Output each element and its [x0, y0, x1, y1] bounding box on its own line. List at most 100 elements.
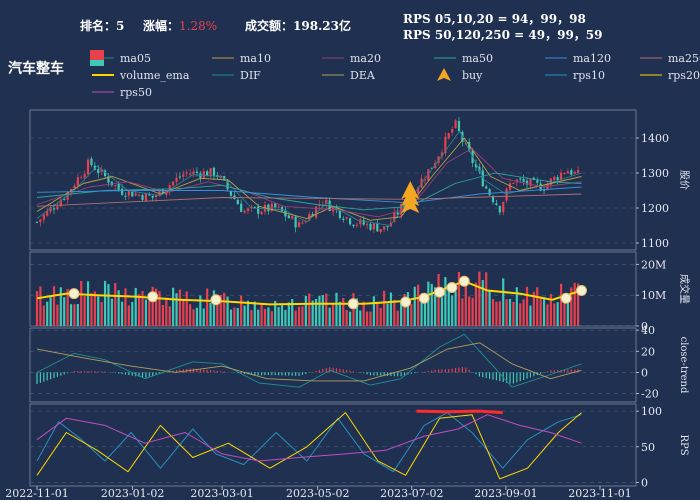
volume-bar: [338, 301, 341, 326]
candle-body: [556, 177, 559, 180]
candle-body: [172, 181, 175, 186]
volume-bar: [148, 301, 151, 326]
candle-body: [168, 185, 171, 191]
volume-bar: [318, 296, 321, 326]
volume-bar: [325, 293, 328, 326]
candle-body: [383, 226, 386, 230]
candle-body: [240, 203, 243, 212]
candle-body: [294, 216, 297, 228]
volume-bar: [525, 286, 529, 326]
ytick-label-macd: 40: [641, 324, 655, 337]
rps-long-stat: RPS 50,120,250 = 49，99，59: [403, 28, 603, 42]
volume-bar: [49, 297, 52, 326]
volume-bar: [440, 297, 444, 326]
volume-bar: [491, 299, 495, 326]
candle-body: [270, 203, 273, 211]
buy-marker: [401, 195, 420, 213]
volume-bar: [236, 308, 239, 326]
ytick-label-volume: 10M: [641, 289, 666, 302]
candle-body: [148, 194, 151, 196]
volume-bar: [536, 287, 539, 326]
volume-bar: [76, 304, 79, 326]
ytick-label-price: 1200: [641, 202, 669, 215]
volume-bar: [257, 309, 260, 326]
volume-bar: [93, 291, 96, 326]
volume-bar: [430, 283, 433, 326]
volume-bar: [277, 307, 280, 326]
volume-bar: [478, 271, 481, 326]
buy-marker: [401, 181, 420, 199]
volume-marker: [347, 298, 359, 310]
volume-bar: [383, 290, 386, 326]
candle-body: [287, 215, 290, 219]
volume-bar: [474, 282, 478, 326]
volume-bar: [359, 310, 362, 326]
candle-body: [301, 222, 304, 224]
volume-bar: [539, 296, 542, 326]
candle-body: [386, 226, 389, 228]
candle-body: [474, 163, 478, 168]
volume-bar: [42, 305, 45, 326]
legend-label-ma120: ma120: [573, 52, 611, 65]
volume-bar: [542, 296, 546, 326]
volume-bar: [352, 293, 355, 326]
volume-bar: [529, 305, 532, 326]
volume-bar: [410, 304, 413, 326]
candle-body: [362, 220, 365, 225]
volume-bar: [457, 271, 461, 326]
candle-body: [236, 199, 239, 205]
ytick-label-macd: 0: [641, 366, 648, 379]
volume-bar: [400, 301, 403, 326]
candle-body: [80, 177, 83, 179]
legend-label-ma50: ma50: [462, 52, 493, 65]
candle-body: [117, 183, 120, 190]
volume-marker: [560, 292, 572, 304]
candle-body: [46, 210, 49, 216]
candle-body: [49, 207, 52, 212]
ytick-label-price: 1400: [641, 132, 669, 145]
panel-frame-price: [29, 109, 637, 251]
candle-body: [478, 166, 481, 172]
volume-bar: [216, 294, 219, 326]
volume-bar: [117, 290, 120, 326]
buy-icon: [437, 68, 451, 81]
ma20-line: [36, 148, 582, 218]
candle-body: [495, 203, 498, 205]
volume-bar: [107, 284, 110, 326]
candle-body: [498, 205, 501, 213]
volume-bar: [223, 292, 226, 326]
volume-bar: [144, 299, 147, 326]
volume-bar: [376, 301, 379, 326]
candle-body: [454, 120, 457, 128]
volume-bar: [219, 294, 222, 326]
ma120-line: [36, 186, 582, 204]
xtick-label: 2023-11-01: [568, 487, 631, 500]
volume-bar: [209, 302, 212, 326]
candle-body: [525, 180, 529, 185]
xtick-label: 2023-07-02: [380, 487, 443, 500]
volume-bar: [267, 307, 270, 326]
volume-bar: [522, 299, 525, 326]
volume-bar: [229, 309, 233, 326]
candle-body: [536, 180, 539, 183]
volume-marker: [434, 286, 446, 298]
volume-bar: [158, 291, 161, 326]
candle-body: [566, 171, 569, 174]
candle-body: [63, 198, 66, 200]
volume-bar: [39, 286, 42, 326]
volume-bar: [287, 302, 290, 326]
legend-label-dea: DEA: [350, 69, 376, 82]
legend-label-ma20: ma20: [350, 52, 381, 65]
volume-bar: [447, 285, 450, 326]
candle-body: [90, 158, 93, 165]
ytick-label-volume: 0: [641, 320, 648, 333]
candle-body: [423, 179, 427, 181]
candle-body: [189, 173, 192, 175]
candle-body: [485, 186, 488, 189]
candle-body: [86, 159, 90, 175]
ytick-label-price: 1100: [641, 237, 669, 250]
rank-value: 5: [116, 19, 125, 33]
volume-bar: [488, 290, 491, 326]
legend-item-volume_ema: volume_ema: [92, 69, 190, 82]
